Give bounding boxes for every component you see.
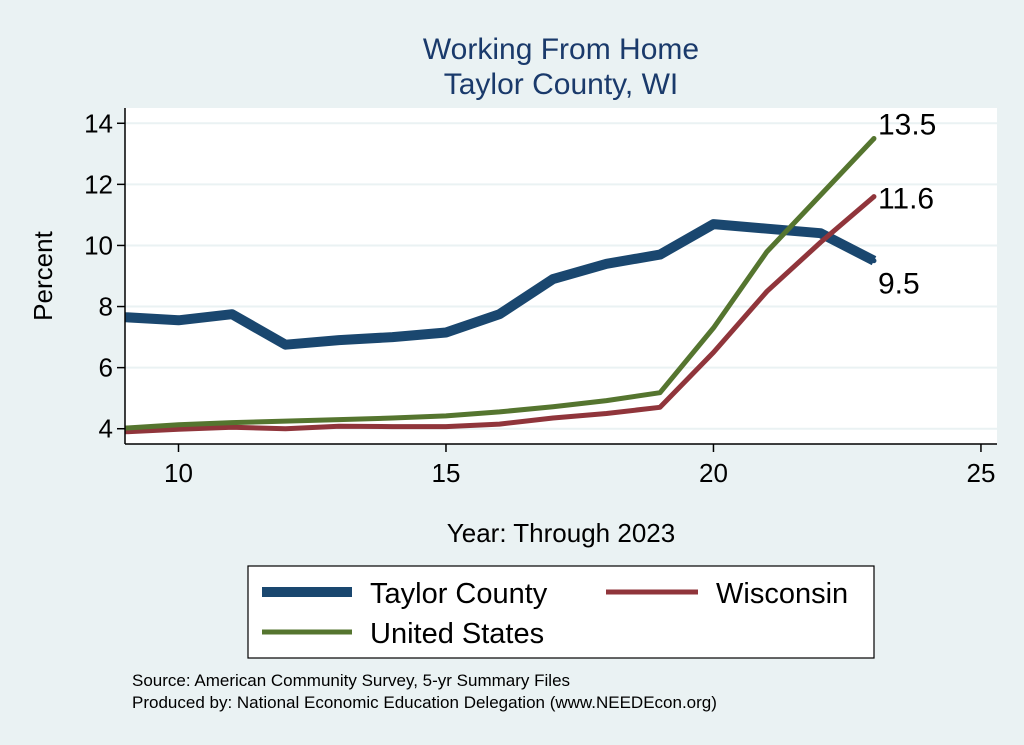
- end-point-united-states: [871, 136, 877, 142]
- end-point-taylor-county: [871, 258, 877, 264]
- series-line-united-states: [124, 136, 876, 431]
- source-note: Source: American Community Survey, 5-yr …: [132, 671, 570, 690]
- series-line-wisconsin: [124, 194, 876, 435]
- series-line-taylor-county: [124, 219, 877, 350]
- series-layer: [124, 136, 877, 435]
- x-tick-label-20: 20: [699, 458, 728, 488]
- end-label-united-states: 13.5: [878, 109, 936, 142]
- end-labels: 9.5 11.6 13.5: [871, 109, 936, 301]
- legend-label-wisconsin: Wisconsin: [716, 578, 848, 610]
- chart-title-line-1: Working From Home: [423, 33, 699, 66]
- x-axis-title: Year: Through 2023: [447, 518, 675, 548]
- y-axis-ticks: 4 6 8 10 12 14: [84, 108, 125, 444]
- y-tick-label-4: 4: [99, 414, 113, 444]
- y-tick-label-12: 12: [84, 169, 113, 199]
- y-axis-title: Percent: [28, 230, 58, 320]
- legend-box: [247, 565, 875, 659]
- legend-label-taylor-county: Taylor County: [370, 578, 548, 610]
- y-tick-label-14: 14: [84, 108, 113, 138]
- chart-title-line-2: Taylor County, WI: [444, 68, 679, 101]
- x-tick-label-10: 10: [164, 458, 193, 488]
- x-tick-label-25: 25: [966, 458, 995, 488]
- y-tick-label-6: 6: [99, 353, 113, 383]
- end-point-wisconsin: [871, 194, 877, 200]
- x-tick-label-15: 15: [432, 458, 461, 488]
- end-label-wisconsin: 11.6: [878, 183, 934, 216]
- legend-label-united-states: United States: [370, 618, 544, 650]
- x-axis-ticks: 10 15 20 25: [164, 444, 995, 488]
- legend: Taylor County Wisconsin United States: [247, 565, 875, 659]
- end-label-taylor-county: 9.5: [878, 268, 920, 301]
- y-tick-label-10: 10: [84, 230, 113, 260]
- producer-note: Produced by: National Economic Education…: [132, 693, 717, 712]
- y-tick-label-8: 8: [99, 292, 113, 322]
